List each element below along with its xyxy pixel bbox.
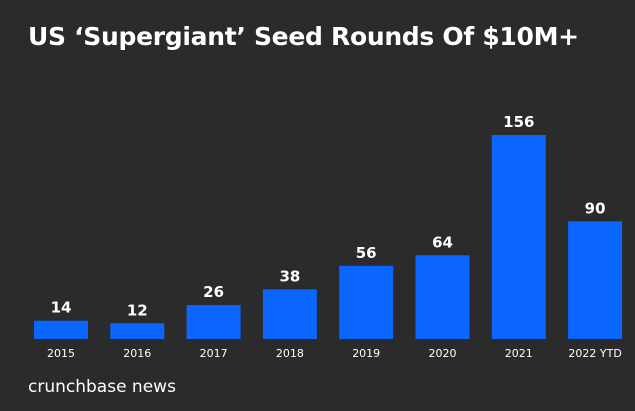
value-label-2016: 12 — [127, 301, 148, 319]
bar-2015 — [34, 320, 88, 339]
x-tick-label-2017: 2017 — [200, 347, 228, 360]
bar-2020 — [415, 255, 470, 339]
bar-2021 — [491, 135, 546, 339]
chart-title: US ‘Supergiant’ Seed Rounds Of $10M+ — [28, 22, 579, 51]
value-label-2019: 56 — [356, 244, 377, 262]
x-tick-label-2022-ytd: 2022 YTD — [568, 347, 621, 360]
bar-2019 — [339, 265, 394, 339]
value-label-2021: 156 — [503, 113, 534, 131]
value-label-2018: 38 — [279, 267, 300, 285]
x-tick-label-2018: 2018 — [276, 347, 304, 360]
x-tick-label-2020: 2020 — [429, 347, 457, 360]
bar-2017 — [186, 305, 241, 339]
bar-2018 — [262, 289, 317, 339]
crunchbase-news-logo: crunchbase news — [28, 377, 176, 397]
value-label-2017: 26 — [203, 283, 224, 301]
bar-2016 — [110, 323, 165, 339]
value-label-2020: 64 — [432, 233, 453, 251]
x-tick-label-2016: 2016 — [123, 347, 151, 360]
x-tick-label-2021: 2021 — [505, 347, 533, 360]
value-label-2022-ytd: 90 — [585, 199, 606, 217]
x-tick-label-2015: 2015 — [47, 347, 75, 360]
bar-2022-ytd — [568, 221, 623, 339]
x-tick-label-2019: 2019 — [352, 347, 380, 360]
value-label-2015: 14 — [51, 299, 72, 317]
